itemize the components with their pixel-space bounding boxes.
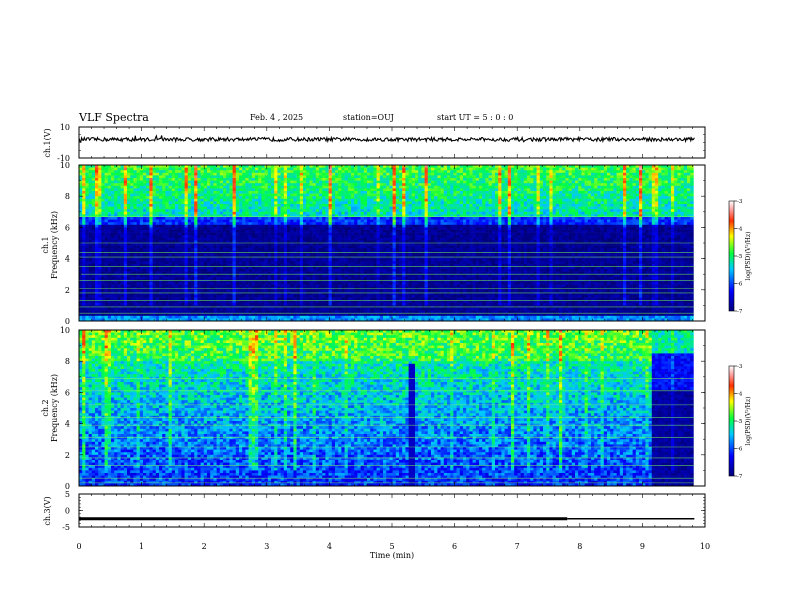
x-tick-label: 5 <box>389 542 394 551</box>
y-tick-label: 10 <box>60 326 70 335</box>
y-tick-label: 6 <box>65 223 70 232</box>
x-tick-label: 3 <box>264 542 269 551</box>
x-tick-label: 7 <box>515 542 520 551</box>
colorbar-tick-label: -7 <box>737 309 743 315</box>
y-tick-label: 2 <box>65 286 70 295</box>
y-tick-label: 0 <box>65 317 70 326</box>
y-tick-label: 6 <box>65 388 70 397</box>
vlf-figure: 0 1 2 3 4 5 6 7 8 9 1010-100246810024681050-5 -3-4… <box>0 0 792 612</box>
x-tick-label: 10 <box>700 542 710 551</box>
ch1-waveform-frame <box>79 127 705 158</box>
colorbar-tick-label: -4 <box>737 227 743 233</box>
ch1-ylabel: ch.1(V) <box>43 128 52 157</box>
colorbar-tick-label: -3 <box>737 364 743 370</box>
y-tick-label: -5 <box>62 523 70 532</box>
x-tick-label: 6 <box>452 542 457 551</box>
ch3-ylabel: ch.3(V) <box>43 496 52 525</box>
colorbar-tick-label: -6 <box>737 282 743 288</box>
colorbar-ch2 <box>729 366 734 476</box>
ch1-waveform <box>79 136 694 142</box>
colorbar-tick-label: -5 <box>737 419 743 425</box>
ch1-spec-ylabel-2: Frequency (kHz) <box>50 211 59 279</box>
colorbar-ch2-label: log(PSD)(V²/Hz) <box>745 397 752 446</box>
ch2-spec-ylabel-1: ch.2 <box>41 399 50 416</box>
ch1-spectrogram <box>79 165 705 321</box>
colorbar-tick-label: -5 <box>737 254 743 260</box>
y-tick-label: 5 <box>65 490 70 499</box>
colorbar-ch1 <box>729 201 734 311</box>
y-tick-label: 10 <box>60 161 70 170</box>
ch2-spec-ylabel-2: Frequency (kHz) <box>50 374 59 442</box>
colorbar-tick-label: -3 <box>737 199 743 205</box>
x-axis-label: Time (min) <box>370 551 414 560</box>
ch1-spec-ylabel-1: ch.1 <box>41 236 50 253</box>
x-tick-label: 2 <box>202 542 207 551</box>
x-tick-label: 8 <box>577 542 582 551</box>
x-tick-label: 9 <box>640 542 645 551</box>
colorbar-tick-label: -7 <box>737 474 743 480</box>
y-tick-label: 4 <box>65 255 70 264</box>
y-tick-label: 2 <box>65 451 70 460</box>
y-tick-label: 10 <box>60 123 70 132</box>
y-tick-label: 4 <box>65 420 70 429</box>
ch2-spectrogram <box>79 330 705 486</box>
x-tick-label: 4 <box>327 542 332 551</box>
y-tick-label: 0 <box>65 507 70 516</box>
colorbar-ch1-label: log(PSD)(V²/Hz) <box>745 232 752 281</box>
colorbar-tick-label: -6 <box>737 447 743 453</box>
y-tick-label: 8 <box>65 357 70 366</box>
x-tick-label: 1 <box>139 542 144 551</box>
ch3-frame <box>79 494 705 527</box>
ch1-waveform-trace <box>79 136 694 142</box>
y-tick-label: 8 <box>65 192 70 201</box>
x-tick-label: 0 <box>76 542 81 551</box>
colorbar-tick-label: -4 <box>737 392 743 398</box>
